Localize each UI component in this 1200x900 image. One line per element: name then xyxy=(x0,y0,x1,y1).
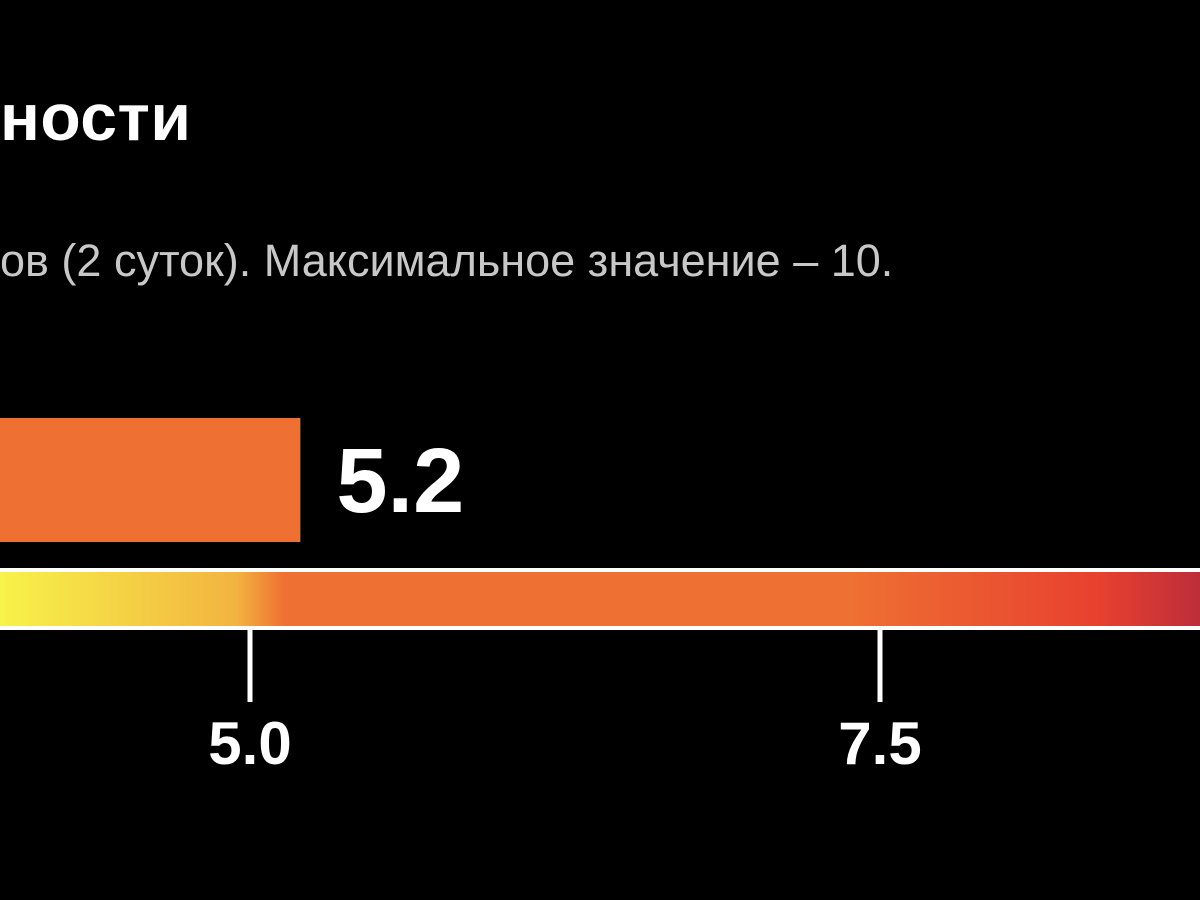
tick-label-0: 5.0 xyxy=(208,710,291,777)
tick-label-1: 7.5 xyxy=(838,710,921,777)
color-scale-bar xyxy=(0,568,1200,630)
scale-ticks: 5.0 7.5 xyxy=(208,630,922,777)
chart-title: ности xyxy=(0,80,192,154)
bar xyxy=(0,418,301,542)
chart-subtitle: ов (2 суток). Максимальное значение – 10… xyxy=(0,235,894,286)
bar-value-label: 5.2 xyxy=(336,430,464,532)
